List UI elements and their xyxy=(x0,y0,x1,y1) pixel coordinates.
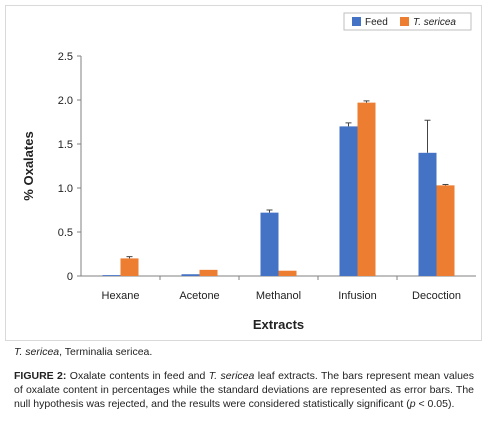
bar-t-sericea-acetone xyxy=(199,269,218,276)
bar-t-sericea-hexane xyxy=(120,258,139,276)
y-axis-title: % Oxalates xyxy=(21,131,36,200)
y-tick-label: 2.5 xyxy=(58,51,73,63)
legend-swatch-t-sericea xyxy=(400,17,409,26)
x-axis-ticks: Hexane Acetone Methanol Infusion Decoction xyxy=(102,276,461,302)
caption-p-variable: p xyxy=(409,398,416,410)
y-tick-label: 0.5 xyxy=(58,227,73,239)
bar-t-sericea-infusion xyxy=(357,102,376,276)
y-tick-label: 2.0 xyxy=(58,95,73,107)
legend-label-feed: Feed xyxy=(365,17,388,28)
chart-legend: Feed T. sericea xyxy=(343,12,472,31)
footnote-abbreviation: T. sericea xyxy=(14,346,60,358)
x-axis-title: Extracts xyxy=(253,317,304,332)
bar-feed-acetone xyxy=(181,274,200,276)
x-tick-label: Acetone xyxy=(179,290,219,302)
oxalate-bar-chart: 0 0.5 1.0 1.5 2.0 2.5 Hexane Acetone Methanol In… xyxy=(21,12,476,332)
caption-part-1: Oxalate contents in feed and xyxy=(66,370,209,382)
bar-t-sericea-methanol xyxy=(278,270,297,276)
caption-part-2: leaf extracts. The bars represent mean v… xyxy=(14,370,474,410)
x-tick-label: Methanol xyxy=(256,290,301,302)
bar-feed-infusion xyxy=(339,126,358,277)
bar-t-sericea-decoction xyxy=(436,185,455,276)
caption-part-3: < 0.05). xyxy=(415,398,455,410)
caption-species: T. sericea xyxy=(208,370,255,382)
y-axis-ticks: 0 0.5 1.0 1.5 2.0 2.5 xyxy=(58,51,81,283)
x-tick-label: Decoction xyxy=(412,290,461,302)
legend-label-t-sericea: T. sericea xyxy=(413,17,456,28)
y-tick-label: 1.5 xyxy=(58,139,73,151)
chart-error-bars xyxy=(126,100,449,259)
abbreviation-footnote: T. sericea, Terminalia sericea. xyxy=(14,346,152,358)
footnote-text: , Terminalia sericea. xyxy=(59,346,153,358)
bar-feed-methanol xyxy=(260,212,279,276)
legend-swatch-feed xyxy=(352,17,361,26)
y-tick-label: 1.0 xyxy=(58,183,73,195)
figure-caption: FIGURE 2: Oxalate contents in feed and T… xyxy=(14,369,474,411)
chart-bars xyxy=(102,102,455,277)
bar-feed-hexane xyxy=(102,275,121,276)
x-tick-label: Hexane xyxy=(102,290,140,302)
bar-feed-decoction xyxy=(418,152,437,276)
figure-label: FIGURE 2: xyxy=(14,370,67,382)
x-tick-label: Infusion xyxy=(338,290,377,302)
chart-frame: 0 0.5 1.0 1.5 2.0 2.5 Hexane Acetone Methanol In… xyxy=(5,5,482,341)
y-tick-label: 0 xyxy=(67,271,73,283)
